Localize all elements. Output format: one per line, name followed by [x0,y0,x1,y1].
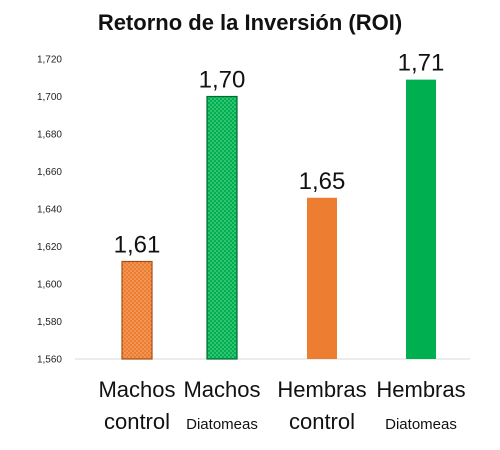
y-tick-label: 1,620 [37,242,62,253]
y-tick-label: 1,660 [37,167,62,178]
x-tick-label: Hembras [376,377,465,402]
y-tick-label: 1,640 [37,205,62,216]
y-tick-label: 1,680 [37,130,62,141]
x-tick-label: Machos [98,377,175,402]
x-tick-label: Hembras [277,377,366,402]
y-tick-label: 1,720 [37,55,62,66]
data-label: 1,70 [199,67,246,94]
data-label: 1,71 [398,50,445,77]
chart-title: Retorno de la Inversión (ROI) [97,10,403,35]
y-tick-label: 1,580 [37,317,62,328]
x-tick-label: Diatomeas [186,416,258,433]
data-label: 1,61 [114,232,161,259]
y-tick-label: 1,600 [37,280,62,291]
x-tick-label: Machos [183,377,260,402]
y-tick-label: 1,560 [37,355,62,366]
y-tick-label: 1,700 [37,92,62,103]
data-label: 1,65 [299,168,346,195]
bar [121,260,153,360]
bar [307,197,337,359]
bar [206,95,238,360]
x-tick-label: Diatomeas [385,416,457,433]
bar [406,79,436,359]
x-tick-label: control [289,409,355,434]
x-tick-label: control [104,409,170,434]
